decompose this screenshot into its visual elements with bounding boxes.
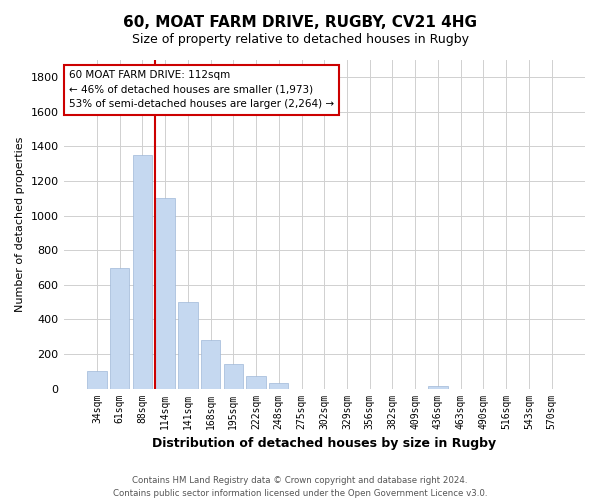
Text: 60, MOAT FARM DRIVE, RUGBY, CV21 4HG: 60, MOAT FARM DRIVE, RUGBY, CV21 4HG bbox=[123, 15, 477, 30]
Bar bbox=[269, 384, 289, 388]
Bar bbox=[224, 364, 243, 388]
Bar bbox=[87, 372, 107, 388]
Bar bbox=[155, 198, 175, 388]
Text: Contains HM Land Registry data © Crown copyright and database right 2024.
Contai: Contains HM Land Registry data © Crown c… bbox=[113, 476, 487, 498]
Bar bbox=[428, 386, 448, 388]
Bar bbox=[110, 268, 130, 388]
X-axis label: Distribution of detached houses by size in Rugby: Distribution of detached houses by size … bbox=[152, 437, 496, 450]
Y-axis label: Number of detached properties: Number of detached properties bbox=[15, 136, 25, 312]
Text: Size of property relative to detached houses in Rugby: Size of property relative to detached ho… bbox=[131, 32, 469, 46]
Bar bbox=[178, 302, 197, 388]
Bar bbox=[247, 376, 266, 388]
Text: 60 MOAT FARM DRIVE: 112sqm
← 46% of detached houses are smaller (1,973)
53% of s: 60 MOAT FARM DRIVE: 112sqm ← 46% of deta… bbox=[69, 70, 334, 110]
Bar bbox=[133, 155, 152, 388]
Bar bbox=[201, 340, 220, 388]
